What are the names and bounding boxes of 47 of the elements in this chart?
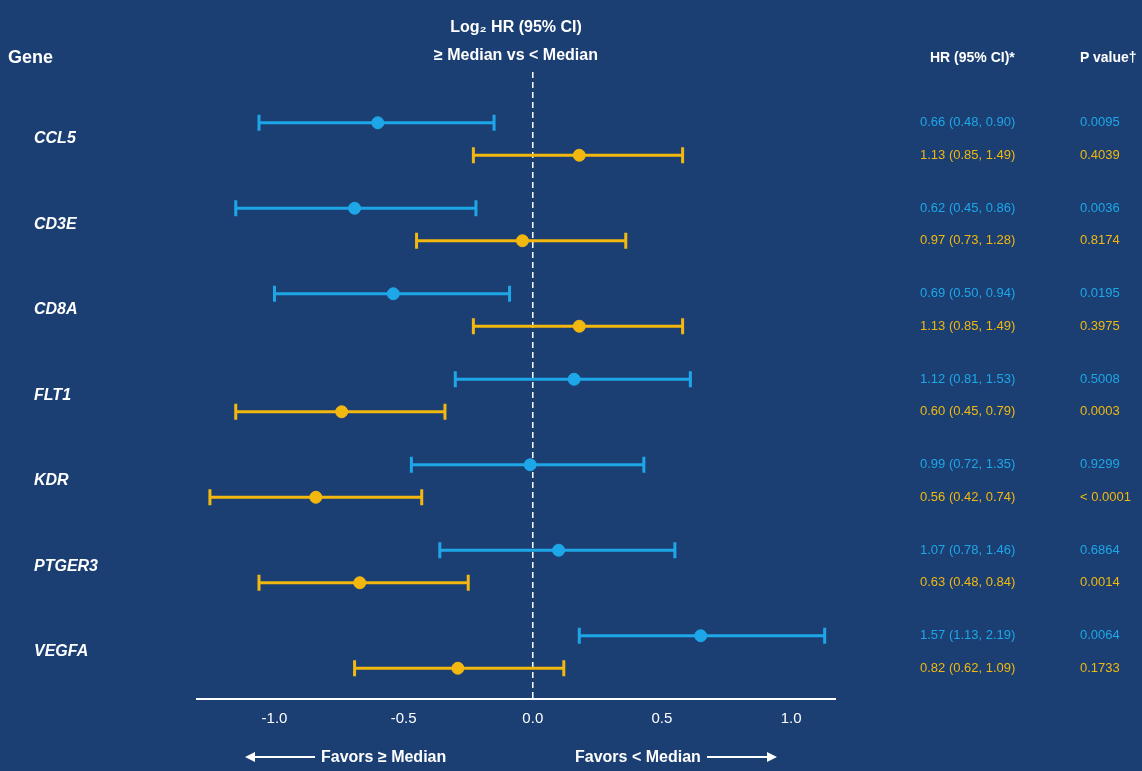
y-tick-label: PTGER3 <box>34 556 99 574</box>
text: 0.66 (0.48, 0.90) <box>920 114 1016 130</box>
x-tick-label: -1.0 <box>261 709 288 727</box>
text: 0.0064 <box>1080 627 1120 643</box>
text: 0.63 (0.48, 0.84) <box>920 574 1016 590</box>
y-tick-label: CD3E <box>34 214 79 232</box>
text: HR (95% CI)* <box>930 48 1016 65</box>
text: 0.82 (0.62, 1.09) <box>920 659 1016 675</box>
y-tick-label: KDR <box>34 471 70 489</box>
text: 0.9299 <box>1080 456 1120 472</box>
y-axis-title: Gene <box>8 46 54 67</box>
text: 0.0003 <box>1080 403 1120 419</box>
text: 1.57 (1.13, 2.19) <box>920 627 1016 643</box>
text: 0.3975 <box>1080 317 1120 333</box>
y-tick-label: FLT1 <box>34 385 72 403</box>
chart-title: Log₂ HR (95% CI) <box>450 18 582 36</box>
text: P value† <box>1080 48 1137 65</box>
text: 0.0095 <box>1080 114 1120 130</box>
text: < 0.0001 <box>1080 488 1131 504</box>
text: 0.97 (0.73, 1.28) <box>920 232 1016 248</box>
x-tick-label: 0.5 <box>651 709 673 727</box>
x-tick-label: -0.5 <box>390 709 417 727</box>
text: 0.99 (0.72, 1.35) <box>920 456 1016 472</box>
text: 0.5008 <box>1080 370 1120 386</box>
text: 1.13 (0.85, 1.49) <box>920 146 1016 162</box>
y-tick-label: CCL5 <box>34 129 77 147</box>
text: 0.6864 <box>1080 541 1120 557</box>
text: 0.62 (0.45, 0.86) <box>920 199 1016 215</box>
text: 0.4039 <box>1080 146 1120 162</box>
text: 0.69 (0.50, 0.94) <box>920 285 1016 301</box>
x-tick-label: 1.0 <box>780 709 802 727</box>
text: 1.13 (0.85, 1.49) <box>920 317 1016 333</box>
text: 0.56 (0.42, 0.74) <box>920 488 1016 504</box>
chart-subtitle: ≥ Median vs < Median <box>434 46 598 64</box>
x-tick-label: 0.0 <box>522 709 544 727</box>
text: 0.1733 <box>1080 659 1120 675</box>
text: 0.60 (0.45, 0.79) <box>920 403 1016 419</box>
text: 0.0036 <box>1080 199 1120 215</box>
text: 0.8174 <box>1080 232 1120 248</box>
text: 1.12 (0.81, 1.53) <box>920 370 1016 386</box>
text: Favors ≥ Median <box>321 748 447 766</box>
text: 0.0195 <box>1080 285 1120 301</box>
text: 1.07 (0.78, 1.46) <box>920 541 1016 557</box>
y-tick-label: CD8A <box>34 300 78 318</box>
y-tick-label: VEGFA <box>34 642 89 660</box>
text: Favors < Median <box>575 748 701 766</box>
text: 0.0014 <box>1080 574 1120 590</box>
